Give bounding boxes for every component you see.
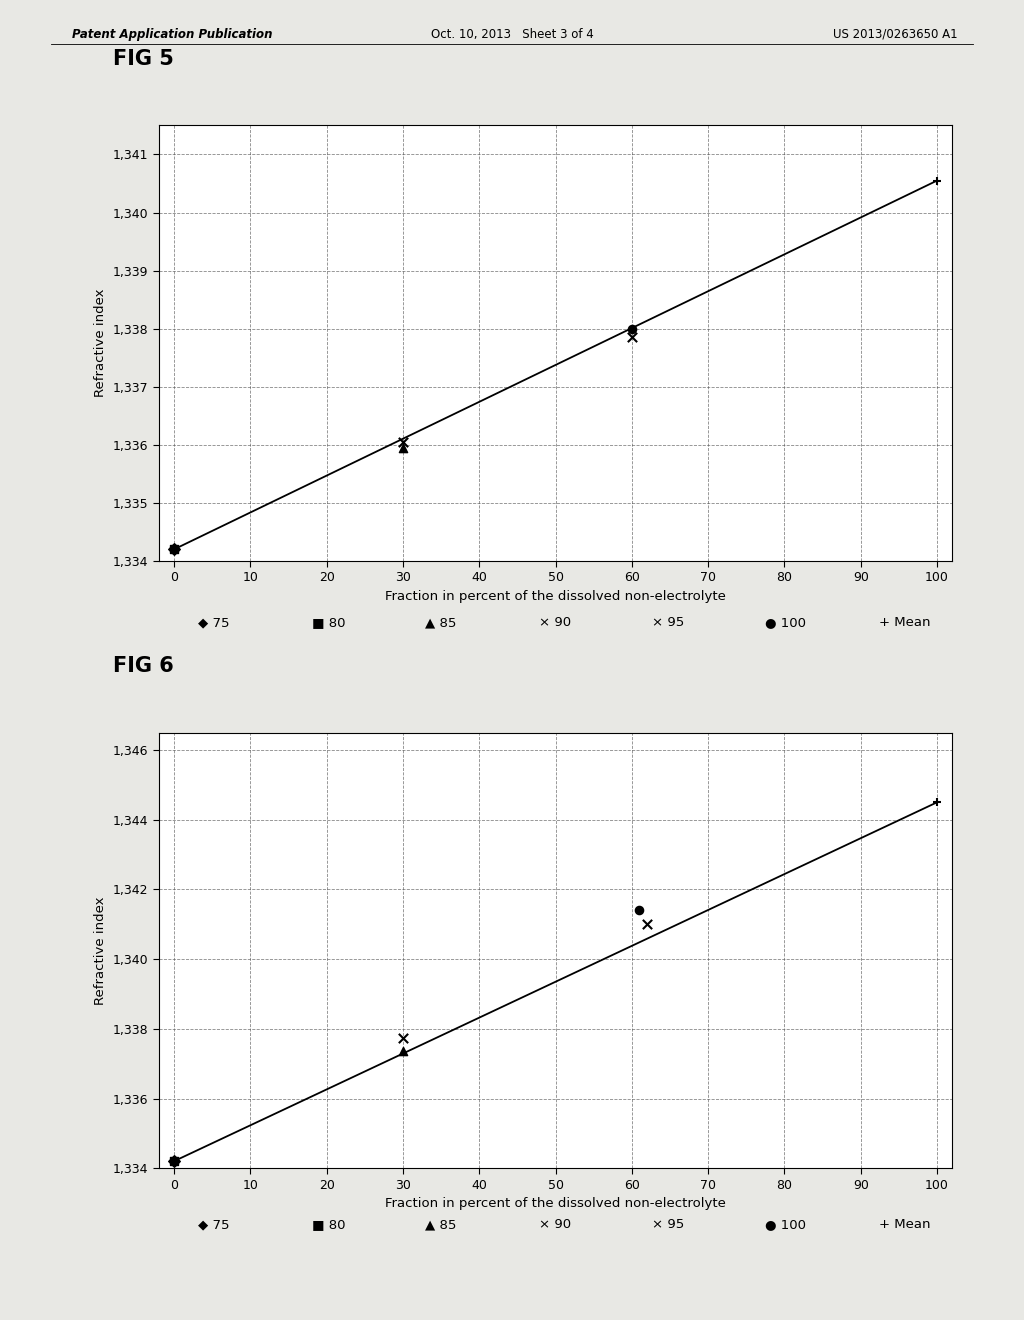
Text: ● 100: ● 100	[765, 616, 806, 630]
Text: ◆ 75: ◆ 75	[199, 1218, 230, 1232]
Text: × 90: × 90	[539, 1218, 570, 1232]
Text: Patent Application Publication: Patent Application Publication	[72, 28, 272, 41]
Text: × 95: × 95	[652, 1218, 684, 1232]
Text: FIG 5: FIG 5	[113, 49, 173, 69]
Text: × 90: × 90	[539, 616, 570, 630]
Point	[394, 432, 411, 453]
Text: ▲ 85: ▲ 85	[425, 616, 457, 630]
Point	[394, 1027, 411, 1048]
Text: + Mean: + Mean	[879, 616, 930, 630]
Text: ● 100: ● 100	[765, 1218, 806, 1232]
X-axis label: Fraction in percent of the dissolved non-electrolyte: Fraction in percent of the dissolved non…	[385, 1197, 726, 1210]
Text: + Mean: + Mean	[879, 1218, 930, 1232]
Point	[166, 1151, 182, 1172]
Point	[929, 170, 945, 191]
Text: ■ 80: ■ 80	[311, 616, 345, 630]
Y-axis label: Refractive index: Refractive index	[94, 289, 108, 397]
Point	[166, 539, 182, 560]
Text: Oct. 10, 2013   Sheet 3 of 4: Oct. 10, 2013 Sheet 3 of 4	[431, 28, 593, 41]
Text: ▲ 85: ▲ 85	[425, 1218, 457, 1232]
Point	[929, 792, 945, 813]
Point	[624, 318, 640, 339]
Text: FIG 6: FIG 6	[113, 656, 173, 676]
Text: ■ 80: ■ 80	[311, 1218, 345, 1232]
Text: × 95: × 95	[652, 616, 684, 630]
Point	[166, 1151, 182, 1172]
Text: US 2013/0263650 A1: US 2013/0263650 A1	[833, 28, 957, 41]
Point	[639, 913, 655, 935]
X-axis label: Fraction in percent of the dissolved non-electrolyte: Fraction in percent of the dissolved non…	[385, 590, 726, 603]
Point	[394, 1041, 411, 1063]
Text: ◆ 75: ◆ 75	[199, 616, 230, 630]
Y-axis label: Refractive index: Refractive index	[94, 896, 108, 1005]
Point	[631, 900, 647, 921]
Point	[624, 327, 640, 348]
Point	[394, 437, 411, 458]
Point	[166, 539, 182, 560]
